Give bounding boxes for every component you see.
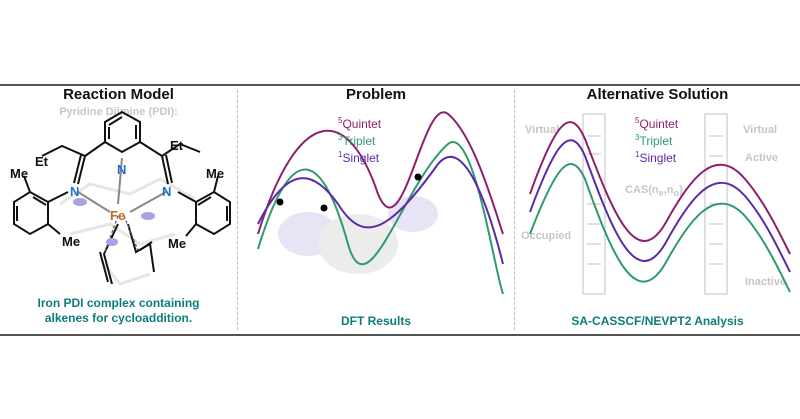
pdi-subtitle: Pyridine Diimine (PDI): xyxy=(59,106,178,118)
crossing-point-3 xyxy=(414,173,422,181)
legend-singlet: 1Singlet xyxy=(338,150,380,165)
casscf-triplet-curve xyxy=(529,163,791,293)
iron-label: Fe xyxy=(110,208,126,223)
ethyl-left-label: Et xyxy=(35,154,48,169)
pdi-structure xyxy=(13,110,231,286)
methyl-label-1: Me xyxy=(10,166,29,181)
alternative-title: Alternative Solution xyxy=(586,86,729,103)
alternative-panel: Alternative Solution Virtual Virtual Act… xyxy=(515,84,800,336)
problem-legend: 5Quintet 3Triplet 1Singlet xyxy=(338,114,381,165)
problem-panel: Problem 5Quintet 3Triplet 1Singlet DFT R… xyxy=(238,84,514,336)
dft-singlet-curve xyxy=(257,155,504,265)
dft-quintet-curve xyxy=(257,111,504,235)
figure-frame: Reaction Model Pyridine Diimine (PDI): xyxy=(0,84,800,336)
legend-quintet: 5Quintet xyxy=(338,116,382,131)
bottom-rule xyxy=(0,334,800,336)
reaction-model-panel: Reaction Model Pyridine Diimine (PDI): xyxy=(0,84,237,336)
top-rule xyxy=(0,84,800,86)
reaction-caption-line1: Iron PDI complex containing xyxy=(37,296,200,310)
problem-title: Problem xyxy=(345,86,406,103)
active-label: Active xyxy=(745,152,779,164)
dft-energy-curves xyxy=(257,111,504,295)
ethyl-right-label: Et xyxy=(170,138,183,153)
casscf-singlet-curve xyxy=(529,139,791,273)
reaction-model-title: Reaction Model xyxy=(63,86,174,103)
virtual-right-label: Virtual xyxy=(743,124,778,136)
problem-caption: DFT Results xyxy=(340,314,411,328)
methyl-label-2: Me xyxy=(62,234,81,249)
virtual-left-label: Virtual xyxy=(525,124,560,136)
crossing-point-1 xyxy=(276,198,284,206)
cas-label: CAS(ne,no) xyxy=(625,184,683,199)
nitrogen-center-label: N xyxy=(117,162,127,177)
dft-triplet-curve xyxy=(257,141,504,295)
nitrogen-left-label: N xyxy=(70,184,80,199)
alternative-caption: SA-CASSCF/NEVPT2 Analysis xyxy=(571,314,744,328)
legend-quintet-alt: 5Quintet xyxy=(635,116,679,131)
casscf-quintet-curve xyxy=(529,121,791,255)
inactive-label: Inactive xyxy=(745,276,786,288)
panel-divider-1 xyxy=(237,90,238,330)
alternative-legend: 5Quintet 3Triplet 1Singlet xyxy=(635,114,678,165)
legend-triplet-alt: 3Triplet xyxy=(635,133,673,148)
methyl-label-4: Me xyxy=(168,236,187,251)
methyl-label-3: Me xyxy=(206,166,225,181)
crossing-point-2 xyxy=(320,204,328,212)
panel-divider-2 xyxy=(514,90,515,330)
legend-triplet: 3Triplet xyxy=(338,133,376,148)
nitrogen-right-label: N xyxy=(162,184,172,199)
occupied-label: Occupied xyxy=(521,230,572,242)
reaction-caption-line2: alkenes for cycloaddition. xyxy=(44,311,193,325)
legend-singlet-alt: 1Singlet xyxy=(635,150,677,165)
casscf-energy-curves xyxy=(529,113,791,295)
